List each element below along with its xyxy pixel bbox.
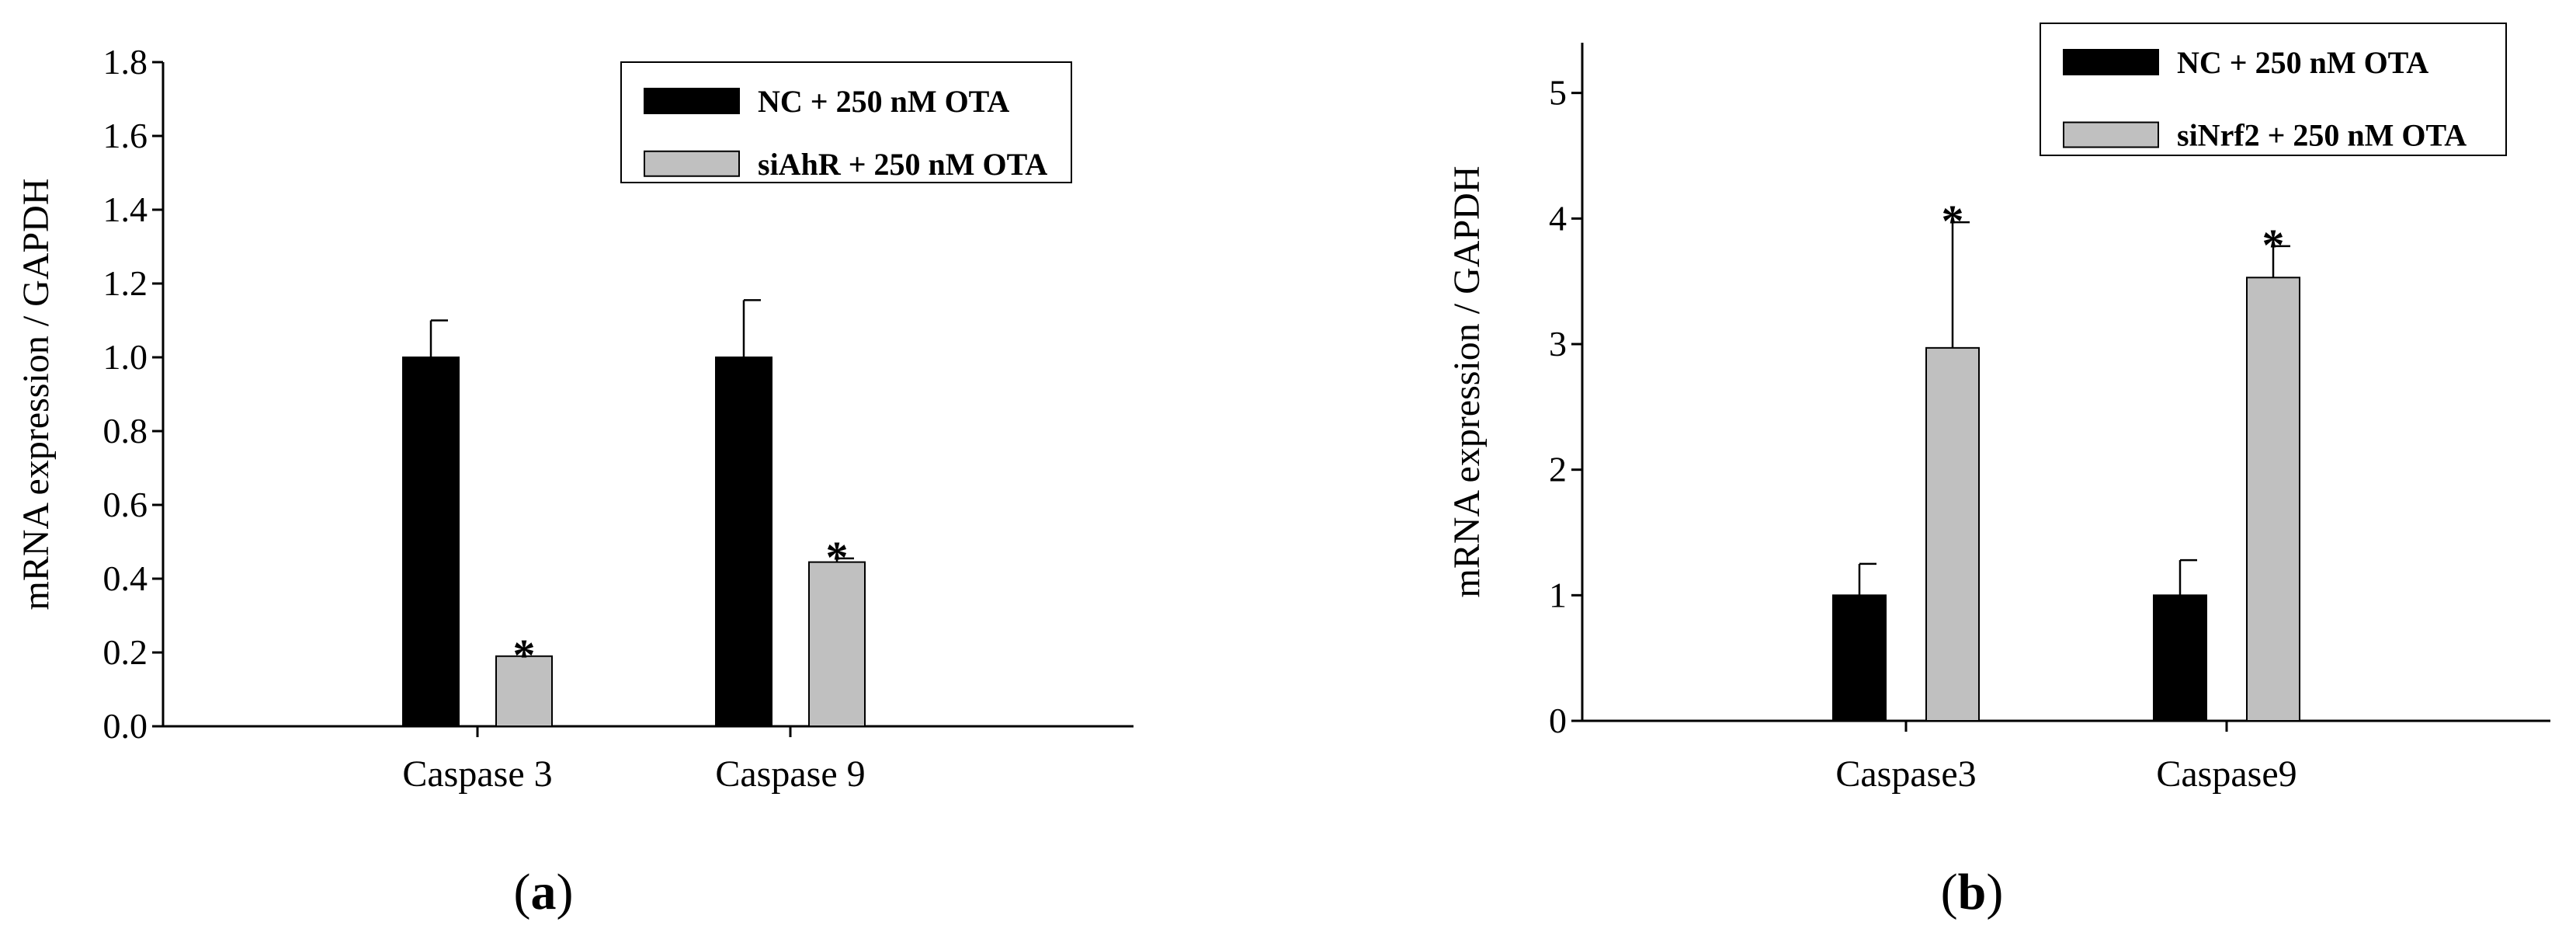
- y-tick-label: 1.6: [103, 116, 148, 155]
- y-tick-label: 3: [1549, 324, 1567, 364]
- significance-marker: *: [826, 532, 849, 583]
- significance-marker: *: [1942, 196, 1964, 246]
- panel-label: (b): [1941, 864, 2004, 920]
- legend-label: NC + 250 nM OTA: [2177, 45, 2428, 80]
- legend-label: siNrf2 + 250 nM OTA: [2177, 118, 2467, 153]
- y-tick-label: 1.2: [103, 263, 148, 303]
- panel-label-close: ): [1986, 864, 2003, 920]
- y-tick-label: 1.4: [103, 190, 148, 229]
- legend-box: [2040, 23, 2507, 156]
- legend-swatch: [644, 88, 740, 114]
- panel-label-letter: a: [531, 864, 557, 920]
- panel-label-letter: b: [1958, 864, 1987, 920]
- panel-label-close: ): [557, 864, 574, 920]
- panel-label-open: (: [1941, 864, 1958, 920]
- y-axis-title: mRNA expression / GAPDH: [16, 178, 57, 610]
- y-tick-label: 2: [1549, 450, 1567, 489]
- bar: [2153, 594, 2207, 722]
- panel-a-chart: 0.0 0.2 0.4 0.6 0.8 1.0 1.2 1.4 1.6 1.8 mRNA expre…: [16, 42, 1134, 920]
- bar: [1832, 594, 1887, 722]
- y-tick-label: 4: [1549, 198, 1567, 238]
- y-tick-label: 0: [1549, 701, 1567, 740]
- bar: [2246, 277, 2300, 722]
- significance-marker: *: [513, 630, 536, 680]
- y-axis-title: mRNA expression / GAPDH: [1446, 165, 1488, 597]
- panel-b-chart: 0 1 2 3 4 5 mRNA expression / GAPDH Caspase3 Cas…: [1446, 23, 2550, 920]
- legend-swatch: [2063, 121, 2159, 148]
- legend-swatch: [644, 150, 740, 177]
- y-tick-label: 1: [1549, 575, 1567, 614]
- y-tick-label: 0.6: [103, 485, 148, 524]
- x-category-label: Caspase 3: [402, 753, 552, 795]
- bar: [808, 561, 866, 727]
- y-tick-label: 0.4: [103, 558, 148, 598]
- y-tick-label: 0.0: [103, 706, 148, 746]
- legend-swatch: [2063, 49, 2159, 75]
- bar: [715, 357, 772, 727]
- legend-label: siAhR + 250 nM OTA: [758, 147, 1047, 182]
- x-category-label: Caspase9: [2156, 753, 2297, 795]
- significance-marker: *: [2262, 220, 2285, 270]
- bar: [402, 357, 460, 727]
- y-tick-label: 0.2: [103, 632, 148, 672]
- y-tick-label: 1.8: [103, 42, 148, 82]
- y-tick-label: 0.8: [103, 411, 148, 451]
- y-tick-label: 1.0: [103, 337, 148, 377]
- bar: [495, 655, 553, 727]
- x-category-label: Caspase3: [1835, 753, 1976, 795]
- bar: [1925, 346, 1980, 722]
- y-tick-label: 5: [1549, 73, 1567, 113]
- panel-label: (a): [514, 864, 574, 920]
- legend-label: NC + 250 nM OTA: [758, 84, 1009, 119]
- x-category-label: Caspase 9: [715, 753, 865, 795]
- panel-label-open: (: [514, 864, 531, 920]
